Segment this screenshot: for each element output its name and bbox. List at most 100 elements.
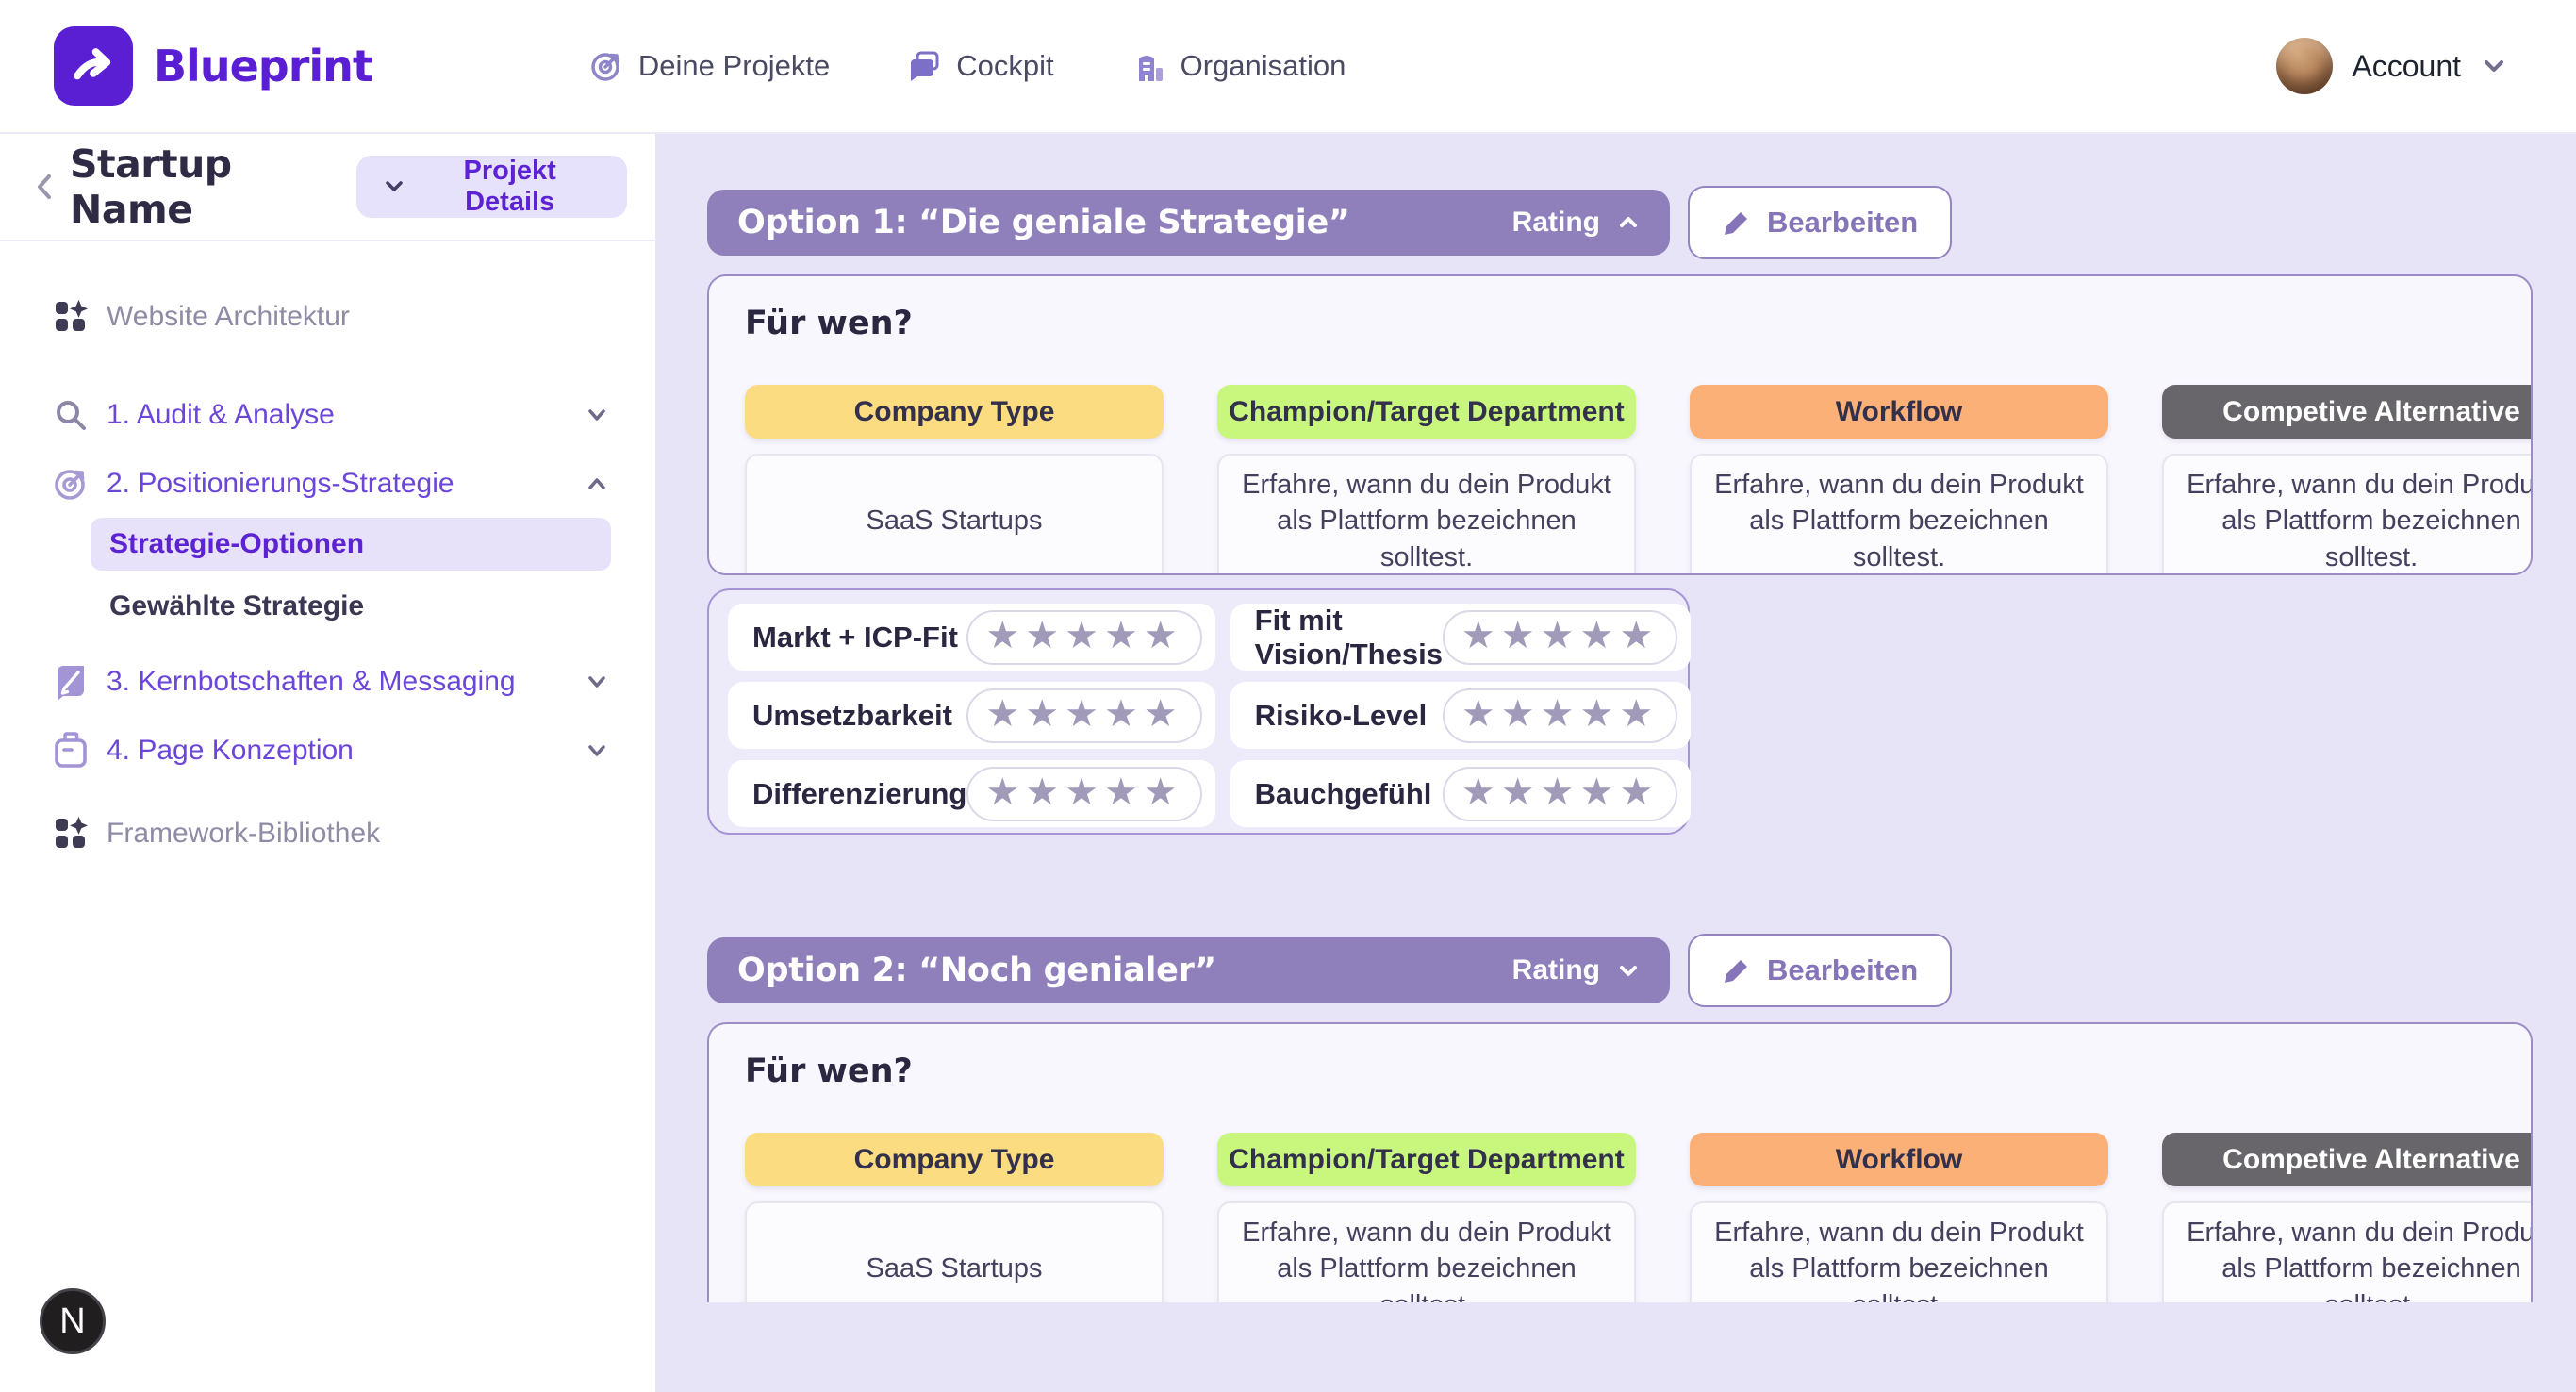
stars: ★★★★★	[985, 613, 1183, 657]
arrow-right-icon	[69, 41, 118, 91]
grid-sparkle-icon	[52, 298, 90, 336]
brand[interactable]: Blueprint	[54, 26, 373, 106]
value-champion-target-department: Erfahre, wann du dein Produkt als Plattf…	[1217, 454, 1636, 573]
chevron-down-icon	[383, 175, 405, 198]
project-details-label: Projekt Details	[463, 156, 556, 217]
chevron-down-icon	[584, 402, 610, 428]
stars: ★★★★★	[1461, 770, 1660, 814]
option-2-title: Option 2: “Noch genialer”	[737, 952, 1216, 989]
project-details-button[interactable]: Projekt Details	[356, 156, 627, 218]
chip-champion-target-department: Champion/Target Department	[1217, 1133, 1636, 1186]
sidebar-item-positionierungs-strategie[interactable]: 2. Positionierungs-Strategie	[52, 461, 610, 506]
sidebar-item-audit-analyse[interactable]: 1. Audit & Analyse	[52, 392, 610, 438]
star-rating-input[interactable]: ★★★★★	[1442, 766, 1678, 821]
chip-company-type: Company Type	[745, 1133, 1164, 1186]
value-champion-target-department: Erfahre, wann du dein Produkt als Plattf…	[1217, 1201, 1636, 1302]
stars: ★★★★★	[1461, 613, 1660, 657]
sidebar-item-website-architektur[interactable]: Website Architektur	[52, 294, 610, 340]
chip-row: Company Type Champion/Target Department …	[745, 385, 2531, 439]
option-1-rating-card: Markt + ICP-Fit ★★★★★ Fit mit Vision/The…	[707, 588, 1692, 835]
brand-name: Blueprint	[154, 41, 373, 91]
star-rating-input[interactable]: ★★★★★	[966, 609, 1202, 665]
chip-workflow: Workflow	[1690, 385, 2108, 439]
option-2-edit-button[interactable]: Bearbeiten	[1688, 934, 1953, 1007]
rating-row-differenzierung: Differenzierung ★★★★★	[728, 760, 1215, 827]
chevron-down-icon	[584, 737, 610, 764]
option-1-edit-button[interactable]: Bearbeiten	[1688, 186, 1953, 259]
rating-row-bauchgefuehl: Bauchgefühl ★★★★★	[1230, 760, 1692, 827]
star-rating-input[interactable]: ★★★★★	[966, 688, 1202, 743]
option-1-section: Option 1: “Die geniale Strategie” Rating…	[707, 186, 2576, 835]
star-rating-input[interactable]: ★★★★★	[1442, 609, 1678, 665]
chip-competive-alternative: Competive Alternative	[2162, 385, 2531, 439]
chip-champion-target-department: Champion/Target Department	[1217, 385, 1636, 439]
rating-row-risiko-level: Risiko-Level ★★★★★	[1230, 682, 1692, 749]
rating-row-markt-icp-fit: Markt + ICP-Fit ★★★★★	[728, 604, 1215, 671]
sidebar-subitem-gewaehlte-strategie[interactable]: Gewählte Strategie	[109, 590, 365, 621]
board-icon	[52, 732, 90, 770]
option-1-header: Option 1: “Die geniale Strategie” Rating…	[707, 186, 2576, 259]
back-chevron-icon[interactable]	[32, 171, 57, 203]
value-workflow: Erfahre, wann du dein Produkt als Plattf…	[1690, 1201, 2108, 1302]
option-1-rating-toggle[interactable]: Rating	[1512, 207, 1642, 239]
nav-item-deine-projekte[interactable]: Deine Projekte	[589, 49, 830, 83]
sidebar-item-framework-bibliothek[interactable]: Framework-Bibliothek	[52, 811, 610, 856]
target-dart-icon	[52, 465, 90, 503]
top-navbar: Blueprint Deine Projekte Cockpit Organis…	[0, 0, 2576, 134]
card-title: Für wen?	[745, 1052, 913, 1090]
nav-item-cockpit[interactable]: Cockpit	[907, 49, 1054, 83]
sidebar-item-page-konzeption[interactable]: 4. Page Konzeption	[52, 728, 610, 773]
chevron-up-icon	[584, 471, 610, 497]
option-2-bar: Option 2: “Noch genialer” Rating	[707, 937, 1670, 1003]
nav-label: Cockpit	[956, 49, 1054, 82]
sidebar-item-kernbotschaften-messaging[interactable]: 3. Kernbotschaften & Messaging	[52, 659, 610, 704]
option-2-section: Option 2: “Noch genialer” Rating Bearbei…	[707, 934, 2576, 1302]
chip-competive-alternative: Competive Alternative	[2162, 1133, 2531, 1186]
value-company-type: SaaS Startups	[745, 1201, 1164, 1302]
option-1-title: Option 1: “Die geniale Strategie”	[737, 204, 1350, 241]
chevron-up-icon	[1615, 209, 1642, 236]
account-menu[interactable]: Account	[2276, 38, 2508, 94]
value-competive-alternative: Erfahre, wann du dein Produkt als Plattf…	[2162, 1201, 2531, 1302]
project-name: Startup Name	[70, 141, 232, 232]
avatar	[2276, 38, 2334, 94]
rating-row-umsetzbarkeit: Umsetzbarkeit ★★★★★	[728, 682, 1215, 749]
grid-sparkle-icon	[52, 815, 90, 853]
stars: ★★★★★	[1461, 691, 1660, 736]
building-icon	[1131, 49, 1165, 83]
account-label: Account	[2352, 48, 2461, 83]
target-dart-icon	[589, 49, 623, 83]
value-workflow: Erfahre, wann du dein Produkt als Plattf…	[1690, 454, 2108, 573]
value-row: SaaS Startups Erfahre, wann du dein Prod…	[745, 439, 2531, 573]
chevron-down-icon	[584, 669, 610, 695]
main-content: Option 1: “Die geniale Strategie” Rating…	[657, 134, 2576, 1392]
option-2-fuer-wen-card: Für wen? Company Type Champion/Target De…	[707, 1022, 2533, 1302]
star-rating-input[interactable]: ★★★★★	[966, 766, 1202, 821]
sidebar: Startup Name Projekt Details Website Arc…	[0, 134, 657, 1392]
stars: ★★★★★	[985, 691, 1183, 736]
star-rating-input[interactable]: ★★★★★	[1442, 688, 1678, 743]
chip-workflow: Workflow	[1690, 1133, 2108, 1186]
stars: ★★★★★	[985, 770, 1183, 814]
sidebar-header: Startup Name Projekt Details	[0, 134, 655, 240]
sidebar-nav: Website Architektur 1. Audit & Analyse 2…	[0, 241, 655, 856]
pencil-icon	[1722, 207, 1752, 238]
chip-company-type: Company Type	[745, 385, 1164, 439]
option-2-rating-toggle[interactable]: Rating	[1512, 954, 1642, 986]
divider	[0, 240, 655, 241]
option-1-fuer-wen-card: Für wen? Company Type Champion/Target De…	[707, 274, 2533, 575]
nav-item-organisation[interactable]: Organisation	[1131, 49, 1346, 83]
pencil-icon	[1722, 955, 1752, 986]
rating-row-fit-vision-thesis: Fit mit Vision/Thesis ★★★★★	[1230, 604, 1692, 671]
blueprint-logo	[54, 26, 133, 106]
value-competive-alternative: Erfahre, wann du dein Produkt als Plattf…	[2162, 454, 2531, 573]
option-1-bar: Option 1: “Die geniale Strategie” Rating	[707, 190, 1670, 256]
sidebar-subitem-strategie-optionen[interactable]: Strategie-Optionen	[91, 518, 611, 571]
nextjs-dev-badge[interactable]: N	[40, 1288, 106, 1354]
nav-label: Deine Projekte	[637, 49, 831, 82]
value-company-type: SaaS Startups	[745, 454, 1164, 573]
value-row: SaaS Startups Erfahre, wann du dein Prod…	[745, 1186, 2531, 1302]
search-icon	[52, 396, 90, 434]
option-2-header: Option 2: “Noch genialer” Rating Bearbei…	[707, 934, 2576, 1007]
chevron-down-icon	[1615, 957, 1642, 984]
